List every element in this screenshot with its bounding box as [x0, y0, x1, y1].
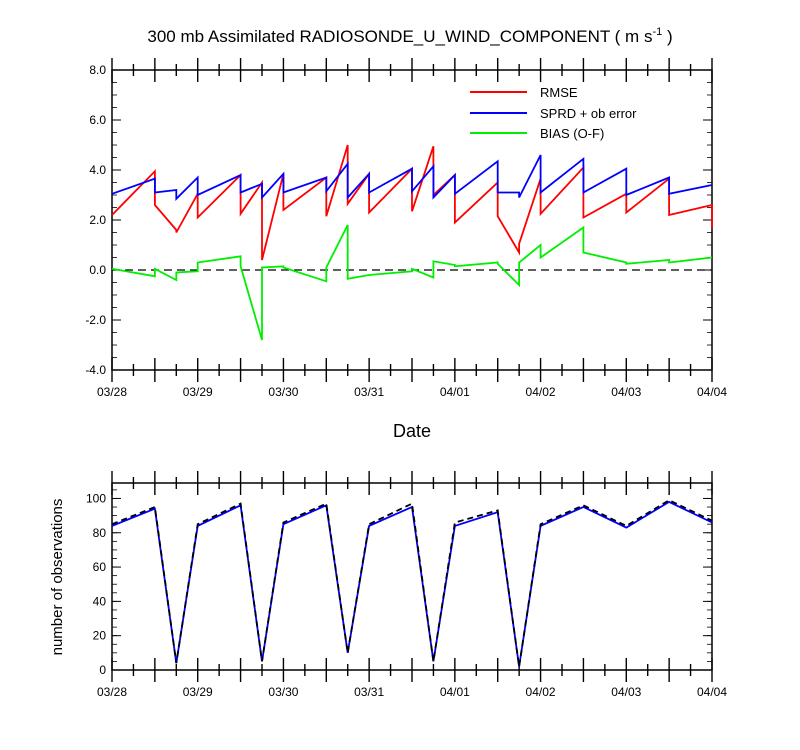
x-tick-label: 03/31	[354, 385, 384, 399]
x-tick-label: 03/29	[183, 385, 213, 399]
x-tick-label: 03/29	[183, 685, 213, 699]
y-tick-label: 6.0	[89, 113, 106, 127]
y-tick-label: 2.0	[89, 213, 106, 227]
y-tick-label: 80	[93, 526, 107, 540]
x-tick-label: 03/28	[97, 685, 127, 699]
x-tick-label: 04/04	[697, 685, 727, 699]
chart-title-suffix: )	[662, 27, 672, 46]
bottom-plot-layer: 0 20 40 60 80 100 03/28 03/29 03/30 03/31 04/01 04/…	[86, 471, 727, 699]
y-tick-label: -4.0	[85, 363, 106, 377]
chart-title: 300 mb Assimilated RADIOSONDE_U_WIND_COM…	[147, 26, 672, 46]
legend-label-sprd: SPRD + ob error	[540, 106, 637, 121]
y-tick-label: 8.0	[89, 63, 106, 77]
y-tick-label: 4.0	[89, 163, 106, 177]
x-axis-label: Date	[393, 421, 431, 441]
chart-title-main: 300 mb Assimilated RADIOSONDE_U_WIND_COM…	[147, 27, 652, 46]
y-tick-label: 20	[93, 629, 107, 643]
series-line-rmse	[111, 144, 713, 261]
x-tick-label: 03/30	[268, 685, 298, 699]
x-tick-label: 03/30	[268, 385, 298, 399]
y-tick-label: 100	[86, 491, 106, 505]
legend: RMSE SPRD + ob error BIAS (O-F)	[470, 85, 637, 141]
y-tick-label: 40	[93, 594, 107, 608]
x-tick-label: 04/01	[440, 385, 470, 399]
series-line-sprd-ob-error	[111, 154, 713, 201]
legend-label-bias: BIAS (O-F)	[540, 126, 604, 141]
x-tick-label: 04/03	[611, 685, 641, 699]
x-tick-label: 04/02	[526, 385, 556, 399]
y-tick-label: -2.0	[85, 313, 106, 327]
y-tick-label: 0.0	[89, 263, 106, 277]
x-tick-label: 04/02	[526, 685, 556, 699]
x-tick-label: 04/03	[611, 385, 641, 399]
x-tick-label: 04/04	[697, 385, 727, 399]
x-tick-label: 03/28	[97, 385, 127, 399]
y-tick-label: 0	[99, 663, 106, 677]
x-tick-label: 04/01	[440, 685, 470, 699]
x-tick-label: 03/31	[354, 685, 384, 699]
legend-label-rmse: RMSE	[540, 85, 578, 100]
y-axis-label-observations: number of observations	[49, 499, 66, 656]
y-tick-label: 60	[93, 560, 107, 574]
top-plot-layer: -4.0 -2.0 0.0 2.0 4.0 6.0 8.0 03/28 03/29 03/30 03…	[85, 58, 727, 399]
series-line-obs-1	[111, 499, 713, 667]
series-line-bias-o-f	[111, 224, 713, 341]
chart-title-superscript: -1	[652, 26, 662, 38]
series-line-obs-0	[111, 500, 713, 667]
